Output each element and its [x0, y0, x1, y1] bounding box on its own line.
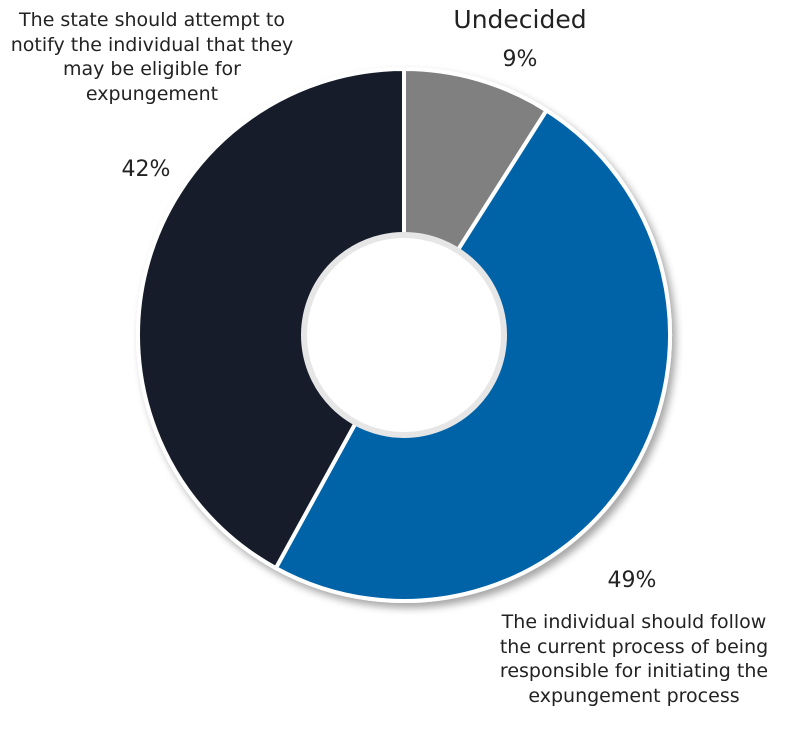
label-state-notify: The state should attempt to notify the i… — [4, 8, 300, 107]
value-state-notify: 42% — [96, 156, 196, 185]
value-undecided: 9% — [470, 46, 570, 75]
value-individual-follow: 49% — [582, 567, 682, 596]
label-individual-follow: The individual should follow the current… — [484, 610, 784, 709]
donut-hole — [304, 235, 504, 435]
label-undecided: Undecided — [420, 4, 620, 37]
